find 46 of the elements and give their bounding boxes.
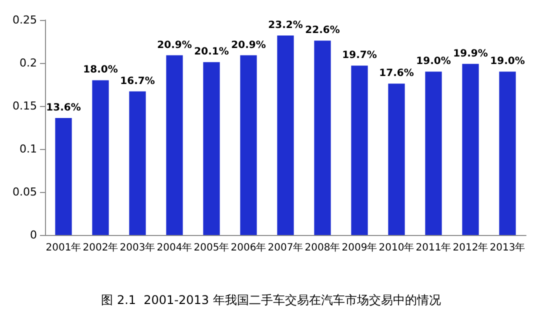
y-tick-label: 0.2 (20, 56, 37, 70)
y-tick-label: 0.25 (12, 14, 37, 26)
y-tick-label: 0.1 (20, 142, 37, 156)
data-label: 18.0% (83, 64, 118, 76)
data-label: 19.0% (490, 56, 525, 68)
x-tick-label: 2008年 (304, 242, 340, 254)
data-label: 17.6% (379, 68, 414, 80)
data-label: 23.2% (268, 20, 303, 31)
bar (499, 72, 516, 235)
bar (425, 72, 442, 235)
data-label: 20.1% (194, 46, 229, 58)
data-label: 19.9% (453, 48, 488, 60)
x-tick-label: 2013年 (490, 242, 526, 254)
data-label: 19.0% (416, 56, 451, 68)
x-tick-label: 2003年 (120, 242, 156, 254)
x-tick-label: 2007年 (268, 242, 304, 254)
bar (55, 118, 72, 235)
x-tick-label: 2010年 (378, 242, 414, 254)
x-tick-label: 2005年 (194, 242, 230, 254)
data-label: 22.6% (305, 25, 340, 36)
bar (277, 35, 294, 235)
data-label: 13.6% (46, 102, 81, 114)
bar (92, 80, 109, 235)
y-tick-label: 0.15 (12, 100, 37, 112)
bar (462, 64, 479, 235)
bar (351, 66, 368, 235)
bar (203, 62, 220, 235)
x-tick-label: 2002年 (82, 242, 118, 254)
x-tick-label: 2011年 (416, 242, 452, 254)
bar (388, 84, 405, 235)
x-tick-label: 2012年 (452, 242, 488, 254)
x-tick-label: 2004年 (156, 242, 192, 254)
bar (314, 40, 331, 235)
bar (166, 55, 183, 235)
data-label: 16.7% (120, 76, 155, 87)
data-label: 20.9% (231, 40, 266, 51)
x-tick-label: 2006年 (230, 242, 266, 254)
x-tick-label: 2009年 (342, 242, 378, 254)
bar (240, 55, 257, 235)
y-tick-label: 0.05 (12, 186, 37, 198)
text: 图 2.1 2001-2013 年我国二手车交易在汽车市场交易中的情况 (101, 293, 441, 307)
x-tick-label: 2001年 (46, 242, 82, 254)
y-tick-label: 0 (30, 228, 37, 242)
bar (129, 91, 146, 235)
data-label: 20.9% (157, 40, 192, 51)
data-label: 19.7% (342, 50, 377, 62)
